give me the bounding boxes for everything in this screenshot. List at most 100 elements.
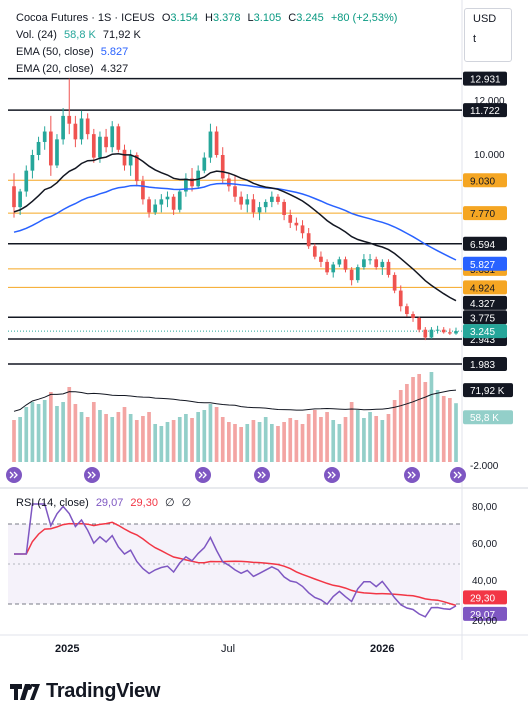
volume-bar[interactable] [269, 424, 274, 462]
level-price-tag[interactable] [463, 280, 507, 295]
symbol-title[interactable]: Cocoa Futures · 1S · ICEUS [16, 12, 155, 24]
level-price-tag[interactable] [463, 206, 507, 221]
candle-body[interactable] [386, 261, 391, 275]
candle-body[interactable] [257, 207, 262, 213]
volume-bar[interactable] [319, 417, 323, 462]
volume-tag[interactable] [463, 410, 513, 425]
candle-body[interactable] [263, 201, 268, 208]
volume-bar[interactable] [263, 417, 268, 462]
candle-body[interactable] [184, 178, 188, 192]
candle-body[interactable] [374, 259, 379, 268]
volume-bar[interactable] [331, 420, 336, 462]
candle-body[interactable] [220, 155, 225, 179]
candle-body[interactable] [368, 259, 372, 261]
volume-bar[interactable] [227, 422, 231, 462]
candle-body[interactable] [288, 214, 293, 223]
volume-bar[interactable] [276, 426, 280, 462]
volume-bar[interactable] [98, 410, 102, 462]
volume-bar[interactable] [104, 414, 108, 462]
volume-bar[interactable] [441, 396, 446, 462]
candle-body[interactable] [128, 155, 133, 166]
candle-body[interactable] [454, 331, 458, 334]
candle-body[interactable] [190, 178, 194, 187]
ema20-legend[interactable]: EMA (20, close) 4.327 [16, 63, 132, 76]
candle-body[interactable] [245, 199, 250, 205]
volume-bar[interactable] [423, 382, 428, 462]
volume-bar[interactable] [374, 416, 379, 462]
volume-bar[interactable] [85, 417, 90, 462]
candle-body[interactable] [98, 136, 102, 158]
ema50-tag[interactable] [463, 256, 507, 271]
candle-body[interactable] [269, 196, 274, 202]
candle-body[interactable] [239, 196, 243, 205]
volume-bar[interactable] [165, 422, 170, 462]
event-marker-icon[interactable] [254, 467, 270, 483]
candle-body[interactable] [18, 191, 22, 208]
volume-bar[interactable] [141, 416, 145, 462]
volume-bar[interactable] [435, 390, 440, 462]
volume-bar[interactable] [239, 427, 243, 462]
tradingview-logo[interactable]: TradingView [10, 680, 160, 703]
volume-bar[interactable] [134, 420, 139, 462]
volume-bar[interactable] [257, 422, 262, 462]
volume-bar[interactable] [128, 414, 133, 462]
candle-body[interactable] [355, 267, 360, 281]
candle-body[interactable] [12, 186, 16, 208]
event-marker-icon[interactable] [195, 467, 211, 483]
volume-bar[interactable] [233, 424, 237, 462]
level-price-tag[interactable] [463, 173, 507, 188]
candle-body[interactable] [55, 139, 59, 166]
candle-body[interactable] [159, 199, 164, 205]
candle-body[interactable] [24, 170, 29, 192]
event-marker-icon[interactable] [84, 467, 100, 483]
candle-body[interactable] [61, 115, 65, 140]
candle-body[interactable] [85, 118, 90, 135]
ema20-line[interactable] [13, 153, 457, 302]
volume-bar[interactable] [73, 404, 78, 462]
volume-bar[interactable] [24, 407, 29, 462]
rsi-line[interactable] [14, 503, 457, 618]
candle-body[interactable] [122, 149, 127, 166]
volume-legend[interactable]: Vol. (24) 58,8 K 71,92 K [16, 29, 145, 42]
volume-bar[interactable] [337, 424, 342, 462]
volume-bar[interactable] [184, 414, 188, 462]
candle-body[interactable] [116, 126, 121, 150]
volume-bar[interactable] [288, 418, 293, 462]
candle-body[interactable] [141, 181, 145, 200]
volume-bar[interactable] [36, 404, 41, 462]
volume-bar[interactable] [448, 398, 452, 462]
volume-bar[interactable] [48, 392, 53, 462]
rsi-ma-tag[interactable] [463, 590, 507, 605]
candle-body[interactable] [398, 290, 403, 307]
volume-bar[interactable] [306, 414, 311, 462]
volume-bar[interactable] [202, 410, 207, 462]
candle-body[interactable] [331, 264, 336, 273]
candle-body[interactable] [282, 201, 286, 215]
volume-bar[interactable] [214, 407, 219, 462]
volume-bar[interactable] [116, 412, 121, 462]
level-price-tag[interactable] [463, 103, 507, 118]
candle-body[interactable] [177, 191, 182, 210]
volume-bar[interactable] [79, 412, 84, 462]
candle-body[interactable] [312, 246, 317, 257]
candle-body[interactable] [147, 199, 151, 213]
volume-bar[interactable] [398, 390, 403, 462]
candle-body[interactable] [423, 329, 428, 338]
ema50-legend[interactable]: EMA (50, close) 5.827 [16, 46, 132, 59]
volume-bar[interactable] [417, 374, 422, 462]
candle-body[interactable] [67, 115, 72, 124]
candle-body[interactable] [441, 329, 446, 333]
volume-bar[interactable] [171, 420, 176, 462]
candle-body[interactable] [300, 225, 305, 234]
volume-ma-tag[interactable] [463, 383, 513, 398]
volume-bar[interactable] [61, 402, 65, 462]
volume-bar[interactable] [122, 407, 127, 462]
candle-body[interactable] [30, 155, 35, 171]
candle-body[interactable] [405, 306, 409, 315]
volume-bar[interactable] [12, 420, 16, 462]
level-price-tag[interactable] [463, 236, 507, 251]
candle-body[interactable] [48, 131, 53, 166]
candle-body[interactable] [411, 314, 415, 318]
volume-bar[interactable] [386, 414, 391, 462]
